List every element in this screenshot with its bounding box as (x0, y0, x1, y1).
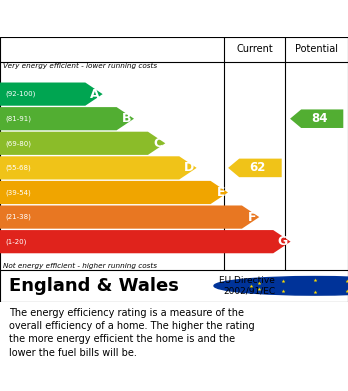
Text: England & Wales: England & Wales (9, 277, 179, 295)
Text: B: B (122, 112, 132, 125)
Text: 84: 84 (311, 112, 327, 125)
Text: (55-68): (55-68) (5, 165, 31, 171)
Text: F: F (248, 211, 257, 224)
Polygon shape (0, 83, 103, 106)
Polygon shape (290, 109, 343, 128)
Text: (81-91): (81-91) (5, 115, 31, 122)
Text: Energy Efficiency Rating: Energy Efficiency Rating (10, 11, 220, 26)
Text: (21-38): (21-38) (5, 214, 31, 221)
Text: Not energy efficient - higher running costs: Not energy efficient - higher running co… (3, 262, 158, 269)
Polygon shape (0, 230, 291, 253)
Text: (39-54): (39-54) (5, 189, 31, 196)
Text: Current: Current (237, 44, 273, 54)
Text: E: E (217, 186, 226, 199)
Text: (1-20): (1-20) (5, 239, 26, 245)
Text: D: D (184, 161, 194, 174)
Circle shape (214, 276, 348, 295)
Polygon shape (228, 159, 282, 177)
Text: 62: 62 (250, 161, 266, 174)
Text: G: G (278, 235, 288, 248)
Polygon shape (0, 107, 134, 130)
Text: C: C (153, 137, 163, 150)
Polygon shape (0, 181, 228, 204)
Text: Very energy efficient - lower running costs: Very energy efficient - lower running co… (3, 63, 158, 69)
Text: Potential: Potential (295, 44, 338, 54)
Polygon shape (0, 156, 197, 179)
Text: The energy efficiency rating is a measure of the
overall efficiency of a home. T: The energy efficiency rating is a measur… (9, 308, 254, 358)
Text: EU Directive
2002/91/EC: EU Directive 2002/91/EC (219, 276, 275, 296)
Text: (69-80): (69-80) (5, 140, 31, 147)
Text: A: A (90, 88, 100, 100)
Text: (92-100): (92-100) (5, 91, 35, 97)
Polygon shape (0, 206, 259, 229)
Polygon shape (0, 132, 165, 155)
